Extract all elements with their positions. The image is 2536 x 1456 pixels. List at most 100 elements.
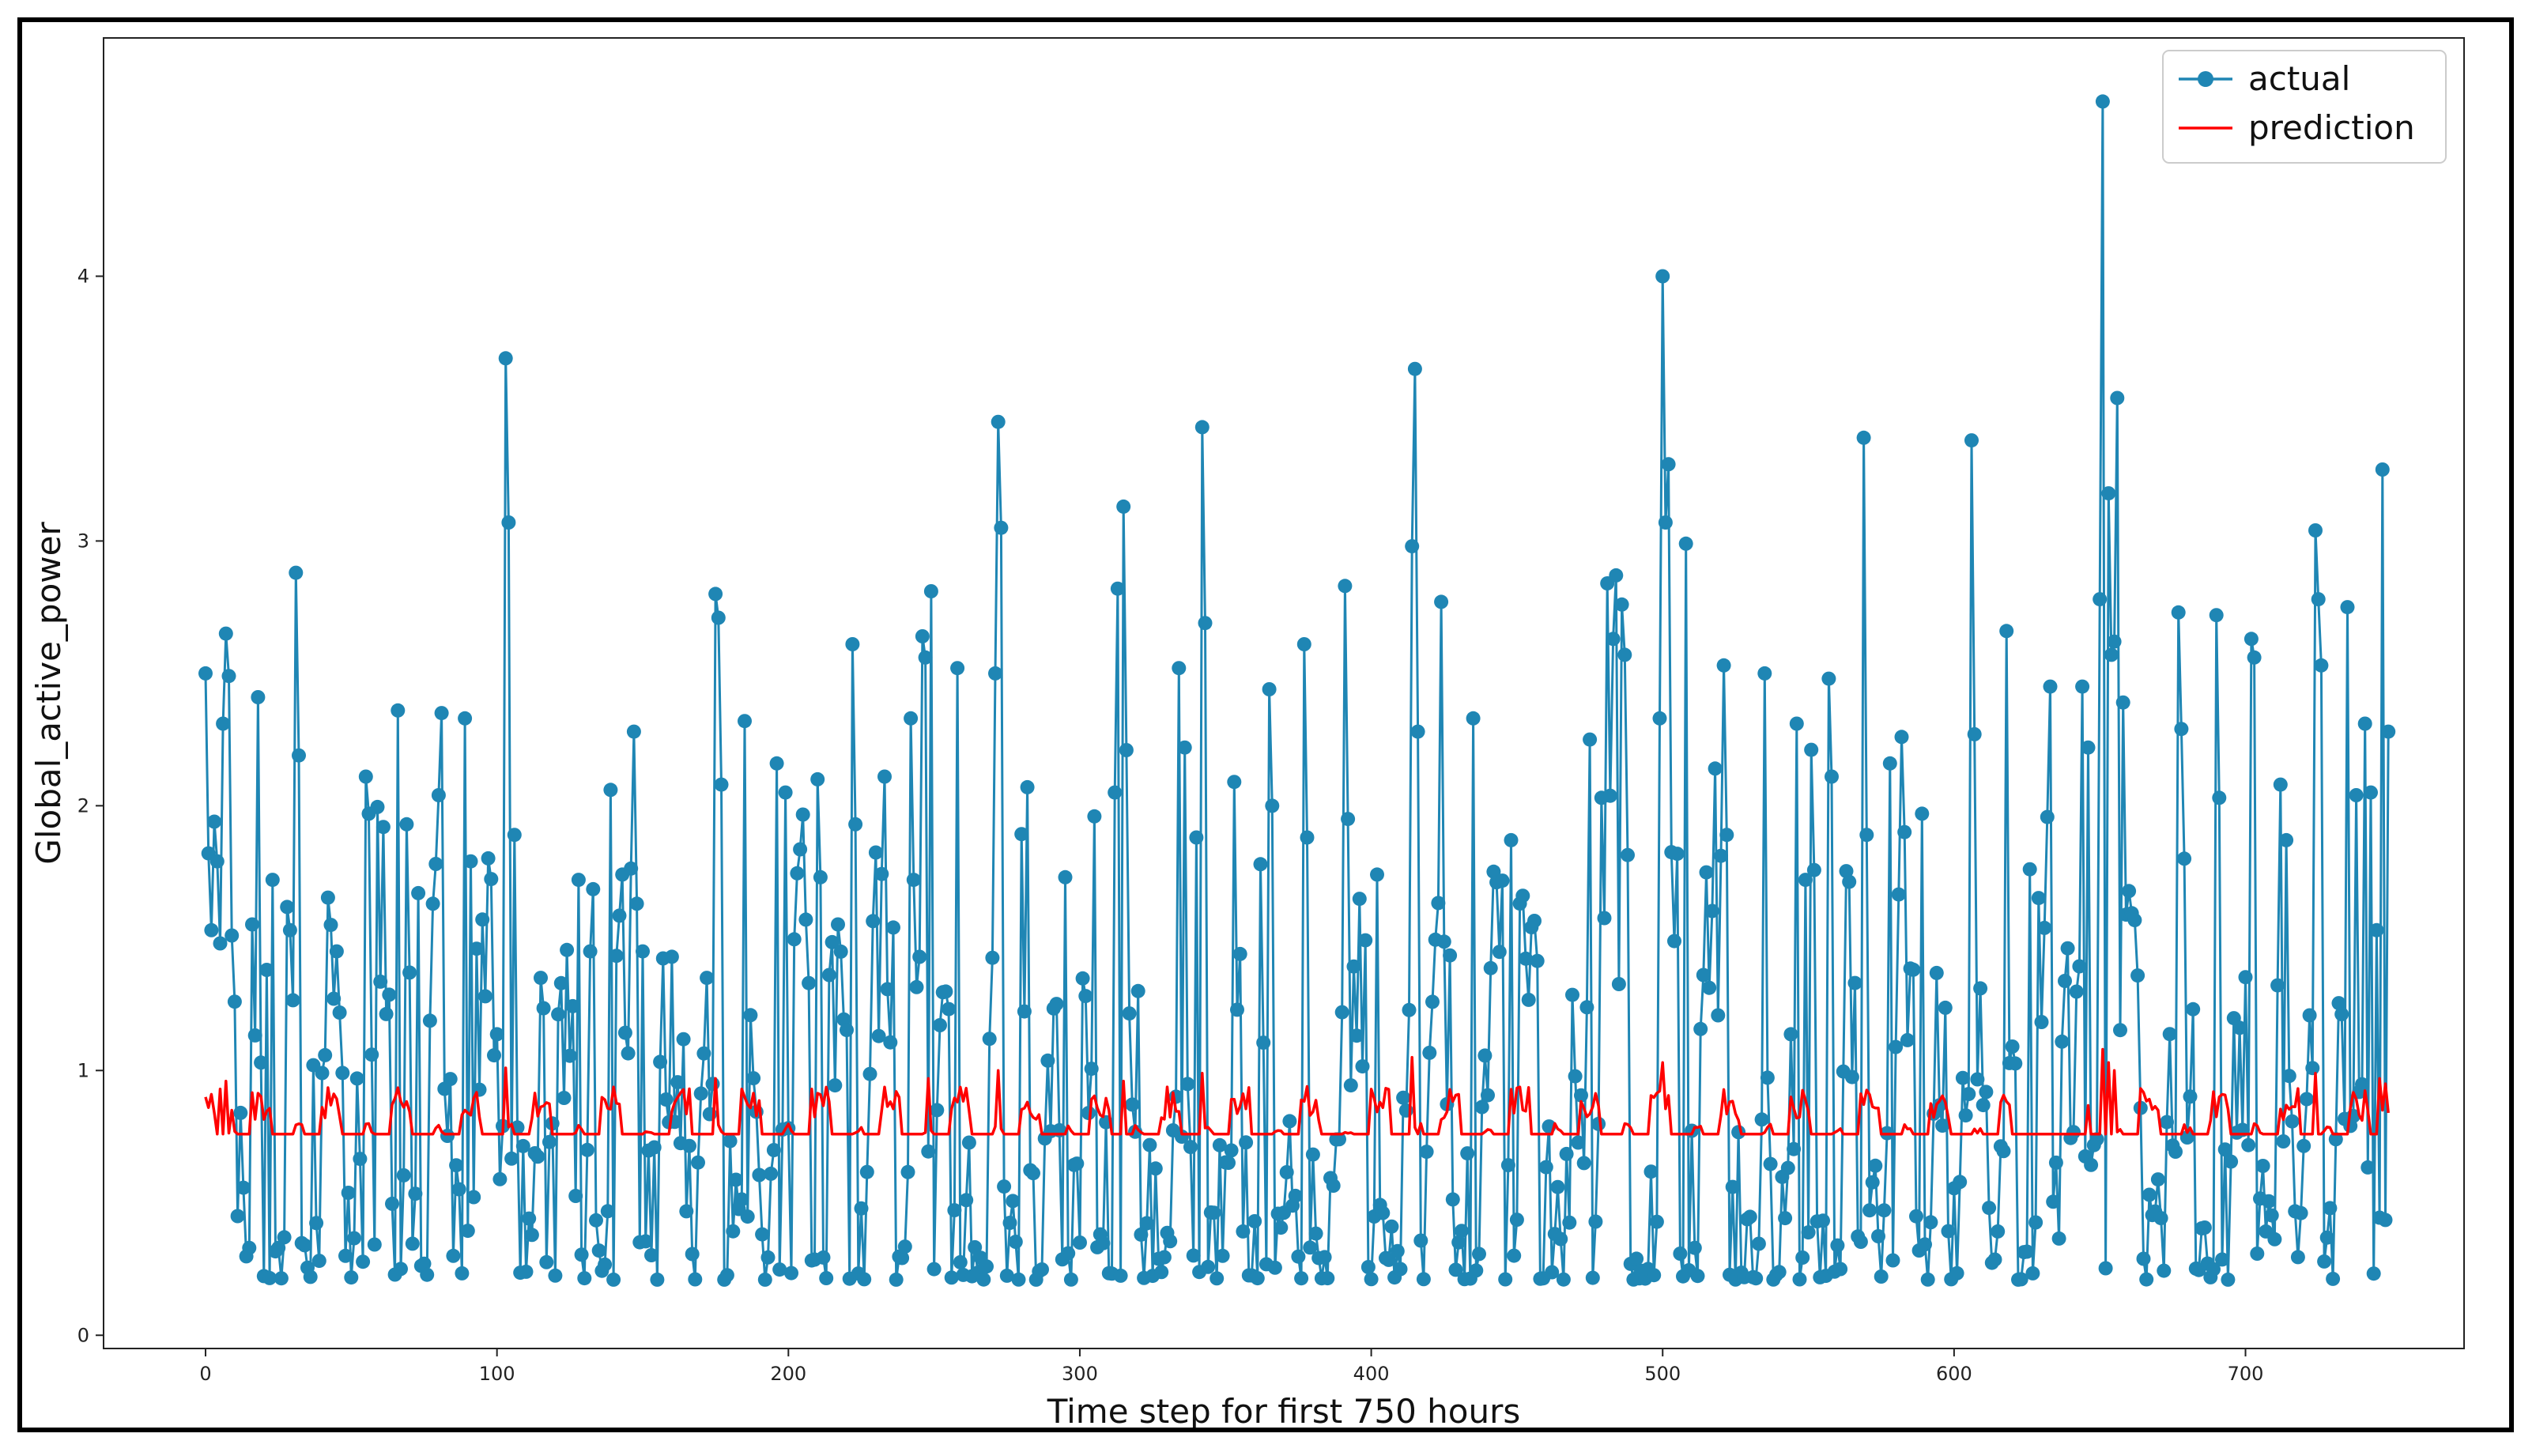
actual-point: [1300, 830, 1315, 845]
actual-point: [1576, 1156, 1591, 1171]
actual-point: [1935, 1118, 1950, 1133]
actual-point: [1801, 1225, 1816, 1240]
actual-point: [259, 963, 274, 977]
actual-point: [1376, 1205, 1391, 1220]
actual-point: [1889, 1039, 1904, 1054]
actual-point: [1897, 824, 1912, 839]
actual-point: [522, 1211, 537, 1226]
actual-point: [679, 1204, 694, 1219]
actual-point: [1874, 1269, 1889, 1284]
actual-point: [982, 1032, 997, 1047]
actual-point: [2206, 1262, 2221, 1277]
actual-point: [2150, 1172, 2165, 1187]
actual-point: [1061, 1246, 1076, 1261]
actual-point: [1413, 1233, 1428, 1248]
actual-point: [1953, 1175, 1968, 1190]
actual-point: [553, 975, 568, 990]
actual-point: [225, 928, 240, 943]
actual-point: [2311, 592, 2326, 607]
actual-point: [583, 944, 598, 959]
actual-point: [1611, 977, 1626, 991]
actual-point: [1250, 1271, 1265, 1286]
actual-point: [551, 1007, 566, 1022]
actual-point: [492, 1171, 508, 1186]
actual-point: [1991, 1224, 2006, 1239]
actual-point: [2290, 1250, 2305, 1265]
actual-point: [209, 854, 225, 869]
actual-point: [1163, 1234, 1178, 1249]
actual-point: [1221, 1156, 1236, 1171]
actual-point: [798, 912, 813, 927]
actual-point: [738, 714, 752, 729]
actual-point: [434, 706, 449, 721]
actual-point: [918, 650, 933, 665]
actual-point: [1142, 1137, 1157, 1152]
actual-point: [475, 912, 490, 927]
actual-point: [2104, 647, 2119, 662]
actual-point: [2081, 740, 2096, 755]
actual-point: [1279, 1165, 1294, 1179]
actual-point: [1749, 1271, 1764, 1286]
actual-point: [1119, 743, 1134, 757]
actual-point: [1492, 945, 1507, 960]
actual-point: [591, 1243, 606, 1258]
actual-point: [1763, 1156, 1778, 1171]
actual-point: [1982, 1201, 1997, 1216]
actual-point: [624, 861, 639, 876]
actual-point: [2048, 1155, 2063, 1170]
actual-point: [2255, 1159, 2270, 1173]
actual-point: [1609, 568, 1624, 583]
actual-point: [289, 565, 304, 580]
actual-point: [329, 944, 344, 959]
actual-point: [1416, 1272, 1431, 1287]
actual-point: [1621, 847, 1635, 862]
actual-point: [399, 817, 414, 832]
x-tick-label: 300: [1062, 1363, 1098, 1385]
actual-point: [1154, 1265, 1169, 1280]
actual-point: [1602, 788, 1617, 803]
actual-point: [1597, 911, 1612, 926]
actual-point: [1571, 1135, 1586, 1150]
actual-point: [297, 1238, 312, 1253]
actual-point: [766, 1143, 781, 1157]
actual-point: [1172, 661, 1187, 676]
actual-point: [889, 1272, 904, 1287]
actual-point: [825, 934, 840, 949]
actual-point: [247, 1028, 262, 1043]
y-tick-label: 0: [77, 1324, 89, 1346]
actual-point: [542, 1134, 557, 1149]
actual-point: [530, 1149, 545, 1164]
x-tick-label: 500: [1644, 1363, 1681, 1385]
actual-point: [251, 690, 266, 704]
legend-actual-marker: [2198, 71, 2213, 87]
actual-point: [323, 918, 338, 933]
actual-point: [787, 932, 802, 947]
actual-point: [1267, 1260, 1282, 1275]
actual-point: [994, 520, 1009, 535]
actual-point: [900, 1164, 915, 1179]
actual-point: [1704, 903, 1719, 918]
actual-point: [1349, 1028, 1364, 1043]
actual-point: [740, 1209, 755, 1224]
actual-point: [1035, 1262, 1049, 1277]
actual-point: [320, 890, 335, 905]
actual-point: [1856, 430, 1871, 445]
actual-point: [1798, 873, 1813, 888]
actual-point: [2334, 1007, 2349, 1022]
actual-point: [1667, 934, 1681, 949]
actual-point: [1230, 1002, 1244, 1017]
actual-point: [1384, 1219, 1399, 1234]
actual-point: [2355, 1077, 2369, 1092]
actual-point: [1550, 1179, 1565, 1194]
actual-point: [1760, 1070, 1775, 1085]
actual-point: [534, 971, 548, 986]
actual-point: [1725, 1179, 1740, 1194]
actual-point: [1247, 1214, 1262, 1228]
actual-point: [504, 1151, 519, 1166]
actual-point: [906, 873, 921, 888]
actual-point: [2285, 1114, 2300, 1129]
actual-point: [1201, 1259, 1216, 1274]
actual-point: [757, 1272, 772, 1287]
actual-point: [356, 1254, 371, 1269]
actual-point: [976, 1272, 991, 1287]
